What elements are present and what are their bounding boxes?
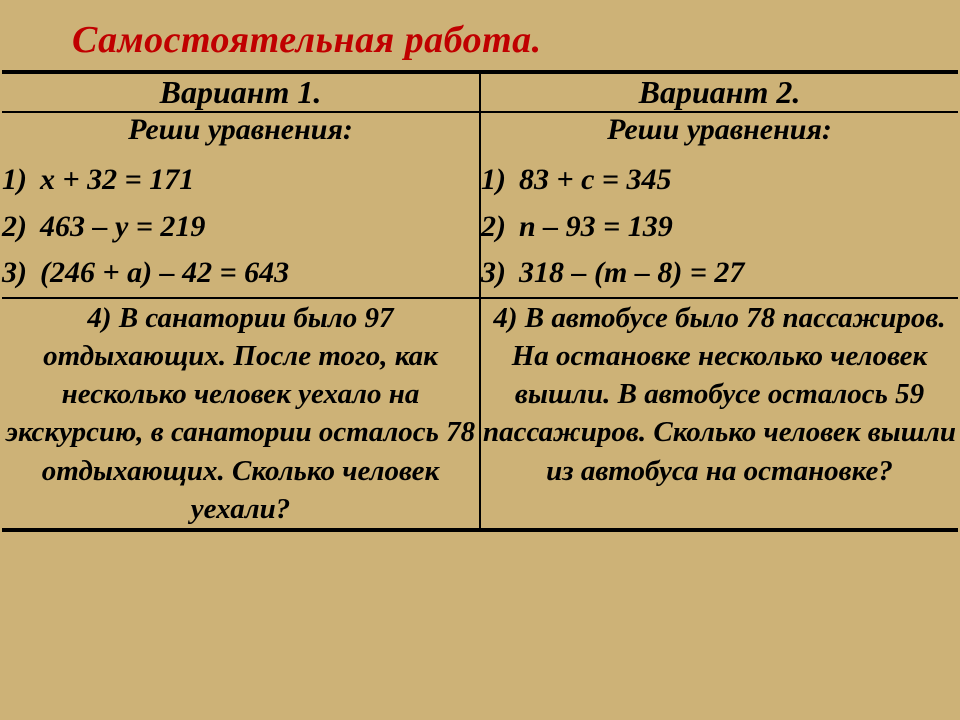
item-number: 3) xyxy=(2,250,40,297)
table-row: Вариант 1. Вариант 2. xyxy=(2,72,958,112)
page-title: Самостоятельная работа. xyxy=(0,0,960,70)
variant-2-word-problem: 4) В автобусе было 78 пассажиров. На ост… xyxy=(480,298,958,531)
item-number: 1) xyxy=(481,157,519,204)
variant-2-header: Вариант 2. xyxy=(480,72,958,112)
worksheet-table: Вариант 1. Вариант 2. Реши уравнения: 1)… xyxy=(2,70,958,532)
table-row: 4) В санатории было 97 отдыхающих. После… xyxy=(2,298,958,531)
variant-1-header: Вариант 1. xyxy=(2,72,480,112)
equation-list: 1)83 + с = 345 2)n – 93 = 139 3)318 – (т… xyxy=(481,157,958,297)
worksheet-page: Самостоятельная работа. Вариант 1. Вариа… xyxy=(0,0,960,720)
table-row: Реши уравнения: 1)х + 32 = 171 2)463 – у… xyxy=(2,112,958,298)
equations-heading: Реши уравнения: xyxy=(2,113,479,147)
equation-text: (246 + а) – 42 = 643 xyxy=(40,256,289,289)
equation-list: 1)х + 32 = 171 2)463 – у = 219 3)(246 + … xyxy=(2,157,479,297)
item-number: 2) xyxy=(481,204,519,251)
equation-text: 318 – (т – 8) = 27 xyxy=(519,256,744,289)
equation-text: n – 93 = 139 xyxy=(519,210,673,243)
equation-text: х + 32 = 171 xyxy=(40,163,194,196)
item-number: 1) xyxy=(2,157,40,204)
item-number: 3) xyxy=(481,250,519,297)
list-item: 3)(246 + а) – 42 = 643 xyxy=(2,250,479,297)
list-item: 3)318 – (т – 8) = 27 xyxy=(481,250,958,297)
variant-1-word-problem: 4) В санатории было 97 отдыхающих. После… xyxy=(2,298,480,531)
list-item: 2)n – 93 = 139 xyxy=(481,204,958,251)
variant-2-equations: Реши уравнения: 1)83 + с = 345 2)n – 93 … xyxy=(480,112,958,298)
list-item: 2)463 – у = 219 xyxy=(2,204,479,251)
item-number: 2) xyxy=(2,204,40,251)
equation-text: 83 + с = 345 xyxy=(519,163,672,196)
equation-text: 463 – у = 219 xyxy=(40,210,205,243)
list-item: 1)83 + с = 345 xyxy=(481,157,958,204)
variant-1-equations: Реши уравнения: 1)х + 32 = 171 2)463 – у… xyxy=(2,112,480,298)
list-item: 1)х + 32 = 171 xyxy=(2,157,479,204)
equations-heading: Реши уравнения: xyxy=(481,113,958,147)
